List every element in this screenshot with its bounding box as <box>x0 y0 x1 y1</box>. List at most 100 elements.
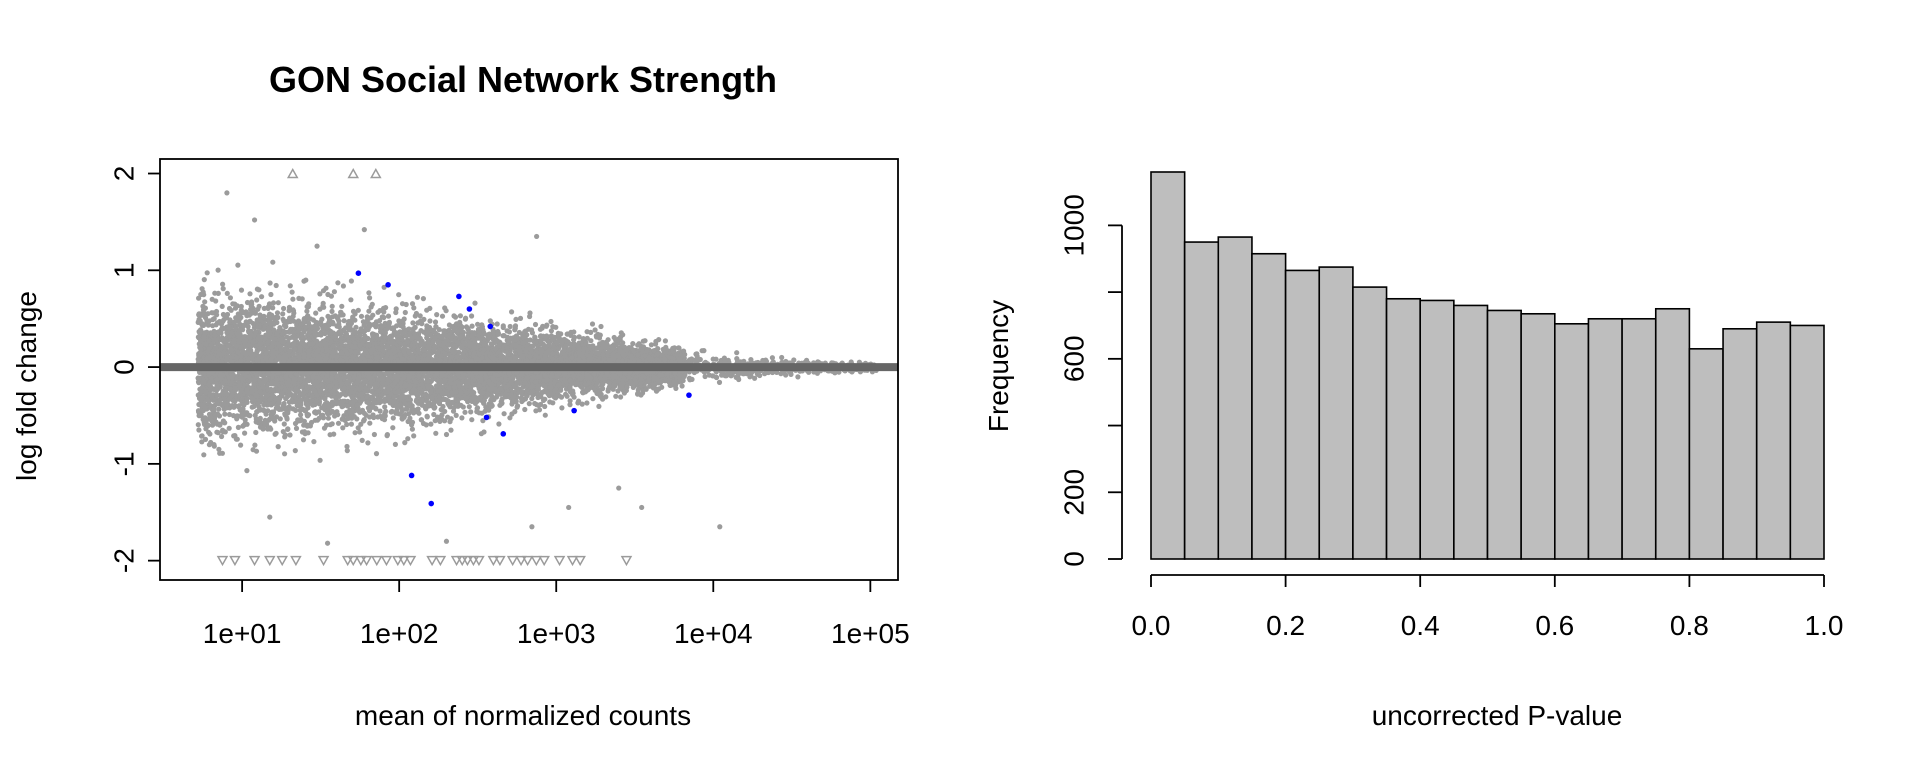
ma-point <box>216 406 222 412</box>
ma-point <box>281 305 287 312</box>
ma-point <box>547 399 553 405</box>
ma-point <box>256 303 262 309</box>
ma-point <box>230 413 237 419</box>
ma-point <box>459 415 465 421</box>
ma-point <box>311 439 317 445</box>
ma-point <box>339 416 345 422</box>
ma-point <box>702 373 708 380</box>
ma-plot-points <box>160 167 898 567</box>
ma-point <box>366 290 372 296</box>
ma-point <box>501 411 507 417</box>
ma-point <box>488 341 494 347</box>
ma-point <box>453 412 459 418</box>
ma-point <box>244 468 250 474</box>
ma-point <box>716 379 723 385</box>
ma-point <box>640 338 646 344</box>
ma-point <box>734 350 740 356</box>
ma-point <box>329 303 335 309</box>
ma-point <box>201 277 207 283</box>
ma-point <box>468 409 474 415</box>
ma-point <box>769 355 776 361</box>
ma-point <box>701 348 707 354</box>
ma-point <box>407 415 413 421</box>
ma-point <box>656 337 662 343</box>
ma-point <box>462 409 468 415</box>
ma-point <box>570 392 576 398</box>
ma-point <box>329 421 335 427</box>
ma-point <box>497 402 503 408</box>
ma-point <box>274 310 281 316</box>
ma-point <box>653 341 659 347</box>
ma-point <box>313 310 319 316</box>
ma-point <box>432 319 439 325</box>
ma-point <box>202 436 209 442</box>
ma-point <box>396 292 402 298</box>
ma-point <box>390 415 396 421</box>
ma-point <box>472 400 478 406</box>
ma-point <box>260 426 266 432</box>
ma-point <box>576 334 582 340</box>
ma-point <box>710 356 716 362</box>
ma-point <box>584 400 590 406</box>
ma-point <box>475 321 481 327</box>
ma-point <box>399 301 406 307</box>
ma-point <box>304 308 310 314</box>
ma-point <box>548 318 554 325</box>
ma-point <box>404 406 410 412</box>
ma-point <box>209 296 215 302</box>
ma-point <box>507 323 513 330</box>
ma-point <box>371 431 377 438</box>
ma-point <box>377 318 383 324</box>
ma-point <box>443 308 449 314</box>
ma-point <box>290 296 296 302</box>
ma-point <box>548 328 555 334</box>
ma-point <box>329 308 335 314</box>
ma-point <box>253 429 259 436</box>
ma-point <box>448 427 454 433</box>
ma-point <box>779 354 785 361</box>
ma-point <box>317 291 323 297</box>
ma-point <box>542 396 548 402</box>
ma-point <box>413 310 419 317</box>
ma-point <box>220 281 226 287</box>
ma-point <box>532 321 539 328</box>
ma-point <box>281 421 287 427</box>
ma-point <box>226 425 232 431</box>
ma-point <box>257 415 263 421</box>
ma-point <box>445 414 451 420</box>
ma-point <box>225 343 231 349</box>
ma-point <box>301 418 307 424</box>
ma-point <box>369 301 375 307</box>
ma-point <box>358 313 365 319</box>
ma-point <box>252 412 258 418</box>
ma-point <box>499 396 505 402</box>
ma-point <box>242 430 248 436</box>
ma-point <box>235 424 241 430</box>
ma-point <box>509 411 515 417</box>
ma-point <box>391 394 397 400</box>
ma-point <box>385 313 392 319</box>
ma-point <box>383 305 389 311</box>
ma-plot-title: GON Social Network Strength <box>269 59 777 100</box>
ma-point <box>348 278 354 284</box>
ma-point <box>222 411 228 417</box>
ma-point <box>405 436 411 442</box>
ma-point <box>469 323 475 329</box>
ma-point <box>284 416 290 422</box>
ma-point <box>235 262 241 268</box>
ma-point <box>267 280 273 286</box>
ma-point <box>323 285 329 291</box>
ma-point <box>273 282 279 289</box>
ma-point <box>428 421 434 427</box>
ma-point <box>590 396 596 402</box>
ma-point <box>596 403 602 409</box>
ma-point <box>443 431 450 438</box>
ma-point <box>522 406 528 413</box>
ma-point <box>379 314 385 320</box>
ma-point <box>367 295 373 301</box>
ma-point <box>325 415 331 421</box>
ma-point <box>196 427 202 433</box>
ma-point <box>648 342 655 348</box>
ma-point <box>392 441 398 447</box>
